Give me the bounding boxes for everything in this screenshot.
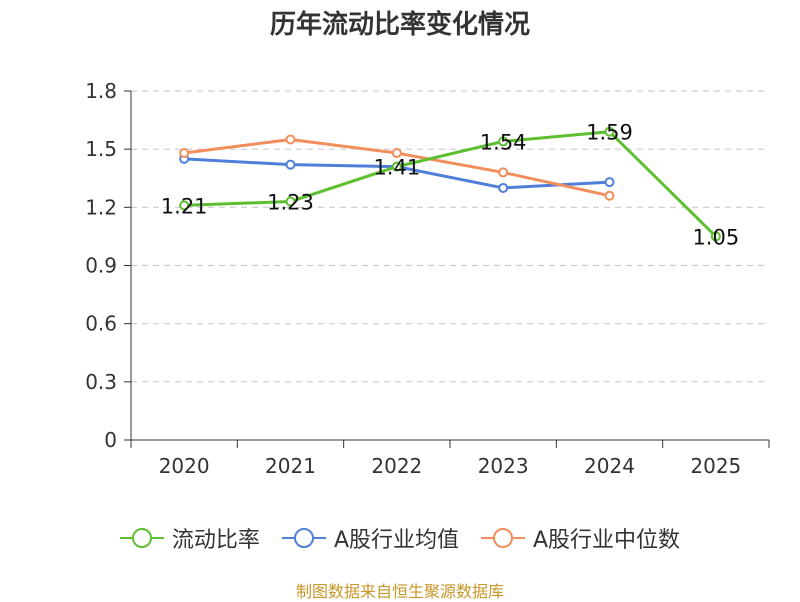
series-line bbox=[184, 130, 717, 238]
y-tick-label: 1.5 bbox=[85, 137, 117, 161]
x-tick-label: 2025 bbox=[690, 454, 741, 478]
source-note: 制图数据来自恒生聚源数据库 bbox=[295, 582, 504, 601]
x-tick-label: 2024 bbox=[584, 454, 635, 478]
data-point bbox=[498, 167, 509, 178]
chart-title: 历年流动比率变化情况 bbox=[269, 10, 530, 40]
legend-item-current-ratio[interactable]: 流动比率 bbox=[119, 522, 260, 554]
x-tick-label: 2020 bbox=[159, 454, 210, 478]
data-point bbox=[604, 190, 615, 201]
y-tick-label: 0.9 bbox=[85, 254, 117, 278]
legend-label-industry-mean: A股行业均值 bbox=[333, 528, 459, 553]
data-label: 1.21 bbox=[161, 194, 208, 218]
legend-label-industry-median: A股行业中位数 bbox=[533, 528, 681, 553]
data-label: 1.54 bbox=[480, 130, 527, 154]
data-point bbox=[179, 200, 190, 211]
x-tick-label: 2021 bbox=[265, 454, 316, 478]
legend: 流动比率 A股行业均值 A股行业中位数 bbox=[0, 518, 800, 558]
data-point bbox=[498, 136, 509, 147]
x-tick-label: 2023 bbox=[478, 454, 529, 478]
legend-marker-industry-median bbox=[481, 528, 525, 548]
data-point bbox=[285, 159, 296, 170]
y-tick-label: 0.3 bbox=[85, 370, 117, 394]
data-point bbox=[604, 177, 615, 188]
x-tick-label: 2022 bbox=[371, 454, 422, 478]
y-tick-label: 1.8 bbox=[85, 79, 117, 103]
legend-marker-current-ratio bbox=[119, 528, 164, 548]
data-point bbox=[604, 126, 615, 137]
legend-item-industry-median[interactable]: A股行业中位数 bbox=[481, 522, 680, 554]
data-point bbox=[498, 182, 509, 193]
data-label: 1.05 bbox=[692, 225, 739, 249]
data-point bbox=[391, 148, 402, 159]
data-label: 1.59 bbox=[586, 121, 633, 145]
data-point bbox=[391, 161, 402, 172]
y-tick-label: 0.6 bbox=[85, 312, 117, 336]
data-point bbox=[285, 134, 296, 145]
y-tick-label: 1.2 bbox=[85, 195, 117, 219]
y-tick-label: 0 bbox=[104, 428, 117, 452]
legend-label-current-ratio: 流动比率 bbox=[171, 528, 260, 553]
data-point bbox=[710, 231, 721, 242]
data-label: 1.41 bbox=[373, 156, 420, 180]
legend-marker-industry-mean bbox=[281, 528, 326, 548]
data-point bbox=[285, 196, 296, 207]
legend-item-industry-mean[interactable]: A股行业均值 bbox=[281, 522, 459, 554]
data-point bbox=[179, 148, 190, 159]
data-label: 1.23 bbox=[267, 191, 314, 215]
